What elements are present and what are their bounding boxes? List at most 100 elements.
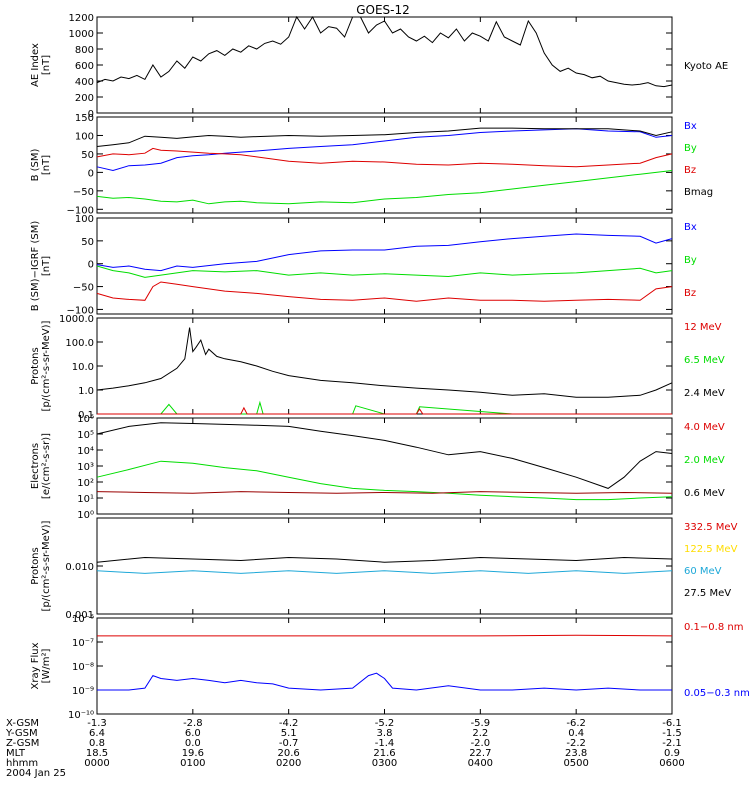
x-tick-label: 23.8	[565, 748, 587, 759]
x-tick-label: -5.2	[375, 718, 395, 729]
x-tick-label: 21.6	[373, 748, 395, 759]
series-line-12-mev	[97, 406, 672, 415]
x-tick-label: -6.2	[566, 718, 586, 729]
y-axis-label: B (SM)[nT]	[30, 148, 52, 181]
series-line-bmag	[96, 127, 673, 147]
legend-entry: Bx	[684, 222, 697, 233]
y-tick-label: 0	[88, 260, 94, 271]
y-tick-label: 10⁻⁶	[72, 614, 94, 625]
legend-entry: 0.1−0.8 nm	[684, 622, 743, 633]
panel-4: 0.1 1.0 10.0 100.0 1000.0 Protons[p/(cm²-s-sr…	[30, 314, 725, 421]
y-tick-label: 10⁴	[77, 446, 94, 457]
legend-entry: By	[684, 143, 697, 154]
panel-3: −100 −50 0 50 100 B (SM)−IGRF (SM)[nT] Bx By Bz	[30, 214, 697, 316]
legend-entry: 2.0 MeV	[684, 455, 725, 466]
series-line-0-1-0-8-nm	[97, 634, 673, 637]
y-tick-label: 10²	[77, 478, 94, 489]
y-axis-label: Protons[p/(cm²-s-sr-MeV)]	[30, 320, 52, 411]
legend-entry: 4.0 MeV	[684, 422, 725, 433]
y-tick-label: 50	[81, 150, 94, 161]
y-tick-label: 100	[75, 214, 94, 225]
panel-frame	[96, 617, 673, 715]
legend-entry: 332.5 MeV	[684, 522, 738, 533]
x-tick-label: 5.1	[281, 728, 297, 739]
x-tick-label: -2.2	[566, 738, 586, 749]
x-tick-label: 0000	[84, 758, 109, 769]
x-tick-label: 0100	[180, 758, 205, 769]
x-tick-label: 6.4	[89, 728, 105, 739]
y-tick-label: 100	[75, 131, 94, 142]
legend-entry: Bz	[684, 165, 696, 176]
y-tick-label: 200	[75, 93, 94, 104]
y-tick-label: 10⁶	[77, 414, 94, 425]
series-line-4-0-mev	[96, 491, 673, 494]
y-tick-label: 10⁻⁷	[72, 638, 94, 649]
y-axis-label: Xray Flux[W/m²]	[30, 642, 52, 689]
panel-frame	[96, 517, 673, 615]
y-tick-label: 10⁰	[77, 510, 94, 521]
y-axis-label: AE Index[nT]	[30, 43, 52, 87]
y-tick-label: 10⁻¹⁰	[68, 710, 94, 721]
x-tick-label: 0.8	[89, 738, 105, 749]
legend-entry: Bz	[684, 288, 696, 299]
y-tick-label: 0.010	[65, 562, 94, 573]
series-line-2-0-mev	[96, 460, 673, 501]
y-tick-label: 10⁻⁹	[72, 686, 94, 697]
x-tick-label: -1.4	[375, 738, 395, 749]
y-tick-label: 10.0	[72, 362, 94, 373]
x-tick-label: 0600	[659, 758, 684, 769]
y-tick-label: 0.001	[65, 610, 94, 621]
x-tick-label: 3.8	[377, 728, 393, 739]
y-tick-label: 150	[75, 113, 94, 124]
legend-entry: 6.5 MeV	[684, 355, 725, 366]
x-tick-label: -2.0	[471, 738, 491, 749]
x-tick-label: -1.3	[87, 718, 107, 729]
y-tick-label: 100.0	[65, 338, 94, 349]
panel-frame	[96, 317, 673, 415]
y-tick-label: 10⁵	[77, 430, 94, 441]
legend-entry: 27.5 MeV	[684, 588, 731, 599]
y-tick-label: −50	[73, 283, 94, 294]
x-axis-row-label: X-GSM	[6, 718, 39, 729]
x-axis-row-label: MLT	[6, 748, 26, 759]
panel-1: 0 200 400 600 800 1000 1200 AE Index[nT] Kyoto A…	[30, 13, 728, 120]
x-tick-label: -2.1	[662, 738, 682, 749]
y-tick-label: 1.0	[78, 386, 94, 397]
series-line-2-4-mev	[96, 327, 673, 398]
x-axis-row-label: hhmm	[6, 758, 38, 769]
y-axis-label: Electrons[e/(cm²-s-sr)]	[30, 433, 52, 499]
panel-2: −100 −50 0 50 100 150 B (SM)[nT] Bx By Bz Bmag	[30, 113, 713, 216]
y-tick-label: 800	[75, 45, 94, 56]
y-tick-label: 10³	[77, 462, 94, 473]
figure-title: GOES-12	[356, 3, 410, 17]
y-tick-label: 1000	[69, 29, 94, 40]
series-line-bz	[96, 147, 673, 168]
y-tick-label: −100	[67, 305, 94, 316]
x-tick-label: -0.7	[279, 738, 299, 749]
x-tick-label: 2.2	[472, 728, 488, 739]
x-tick-label: 0400	[468, 758, 493, 769]
y-tick-label: 10¹	[77, 494, 94, 505]
series-line-60-mev	[96, 570, 673, 574]
y-tick-label: 0.1	[78, 410, 94, 421]
y-tick-label: 1000.0	[59, 314, 94, 325]
series-line-kyoto-ae	[96, 15, 673, 88]
legend-entry: Kyoto AE	[684, 61, 728, 72]
legend-entry: 12 MeV	[684, 322, 722, 333]
y-tick-label: 0	[88, 109, 94, 120]
series-line-27-5-mev	[96, 556, 673, 563]
y-tick-label: 400	[75, 77, 94, 88]
series-line-by	[96, 265, 673, 278]
y-tick-label: 1200	[69, 13, 94, 24]
x-tick-label: -1.5	[662, 728, 682, 739]
panel-6: 0.001 0.010 Protons[p/(cm²-s-sr-MeV)] 332.5…	[30, 517, 738, 621]
legend-entry: 0.6 MeV	[684, 488, 725, 499]
x-tick-label: -6.1	[662, 718, 682, 729]
x-tick-label: -4.2	[279, 718, 299, 729]
panel-7: 10⁻¹⁰ 10⁻⁹ 10⁻⁸ 10⁻⁷ 10⁻⁶ Xray Flux[W/m²] 0.1−…	[30, 614, 750, 721]
series-line-bz	[96, 281, 673, 302]
x-tick-label: 0.0	[185, 738, 201, 749]
